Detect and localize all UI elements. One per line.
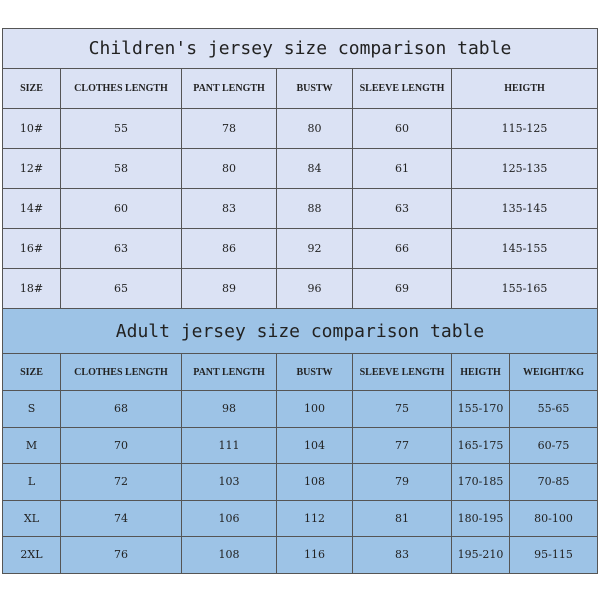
column-header: BUSTW bbox=[276, 353, 353, 391]
table-cell: 18# bbox=[2, 268, 61, 309]
column-header: WEIGHT/KG bbox=[509, 353, 598, 391]
table-cell: 79 bbox=[352, 463, 452, 501]
table-cell: 55 bbox=[60, 108, 182, 149]
table-cell: 70-85 bbox=[509, 463, 598, 501]
table-row: 16# 63 86 92 66 145-155 bbox=[2, 228, 598, 269]
table-cell: 106 bbox=[181, 499, 277, 537]
table-cell: 195-210 bbox=[451, 536, 510, 574]
table-row: 2XL 76 108 116 83 195-210 95-115 bbox=[2, 536, 598, 574]
table-cell: 108 bbox=[181, 536, 277, 574]
children-header-row: SIZE CLOTHES LENGTH PANT LENGTH BUSTW SLEEVE… bbox=[2, 68, 598, 109]
column-header: HEIGTH bbox=[451, 353, 510, 391]
column-header: SIZE bbox=[2, 353, 61, 391]
table-cell: 55-65 bbox=[509, 390, 598, 428]
adult-header-row: SIZE CLOTHES LENGTH PANT LENGTH BUSTW SLEEVE… bbox=[2, 353, 598, 391]
table-cell: 76 bbox=[60, 536, 182, 574]
table-cell: 75 bbox=[352, 390, 452, 428]
table-cell: 89 bbox=[181, 268, 277, 309]
table-cell: 60 bbox=[60, 188, 182, 229]
table-row: 18# 65 89 96 69 155-165 bbox=[2, 268, 598, 309]
table-cell: 98 bbox=[181, 390, 277, 428]
table-row: 10# 55 78 80 60 115-125 bbox=[2, 108, 598, 149]
table-cell: 80 bbox=[181, 148, 277, 189]
table-cell: 63 bbox=[352, 188, 452, 229]
table-cell: 135-145 bbox=[451, 188, 598, 229]
table-cell: 108 bbox=[276, 463, 353, 501]
table-cell: 2XL bbox=[2, 536, 61, 574]
table-cell: 77 bbox=[352, 426, 452, 464]
table-cell: 10# bbox=[2, 108, 61, 149]
table-cell: 155-170 bbox=[451, 390, 510, 428]
column-header: CLOTHES LENGTH bbox=[60, 353, 182, 391]
table-cell: 180-195 bbox=[451, 499, 510, 537]
table-cell: 65 bbox=[60, 268, 182, 309]
table-row: L 72 103 108 79 170-185 70-85 bbox=[2, 463, 598, 501]
table-row: S 68 98 100 75 155-170 55-65 bbox=[2, 390, 598, 428]
table-cell: 170-185 bbox=[451, 463, 510, 501]
table-cell: 66 bbox=[352, 228, 452, 269]
table-cell: S bbox=[2, 390, 61, 428]
column-header: SIZE bbox=[2, 68, 61, 109]
table-cell: 60 bbox=[352, 108, 452, 149]
table-cell: 58 bbox=[60, 148, 182, 189]
table-cell: 70 bbox=[60, 426, 182, 464]
table-cell: L bbox=[2, 463, 61, 501]
column-header: CLOTHES LENGTH bbox=[60, 68, 182, 109]
table-cell: 68 bbox=[60, 390, 182, 428]
column-header: SLEEVE LENGTH bbox=[352, 353, 452, 391]
table-cell: M bbox=[2, 426, 61, 464]
table-cell: 111 bbox=[181, 426, 277, 464]
table-cell: 92 bbox=[276, 228, 353, 269]
table-cell: 100 bbox=[276, 390, 353, 428]
table-cell: 80-100 bbox=[509, 499, 598, 537]
column-header: SLEEVE LENGTH bbox=[352, 68, 452, 109]
adult-size-table: Adult jersey size comparison table SIZE C… bbox=[2, 308, 598, 574]
table-cell: 80 bbox=[276, 108, 353, 149]
table-cell: 165-175 bbox=[451, 426, 510, 464]
table-cell: 69 bbox=[352, 268, 452, 309]
table-cell: 72 bbox=[60, 463, 182, 501]
table-cell: 16# bbox=[2, 228, 61, 269]
column-header: PANT LENGTH bbox=[181, 353, 277, 391]
table-cell: 88 bbox=[276, 188, 353, 229]
table-cell: 83 bbox=[181, 188, 277, 229]
children-size-table: Children's jersey size comparison table … bbox=[2, 28, 598, 309]
table-row: XL 74 106 112 81 180-195 80-100 bbox=[2, 499, 598, 537]
column-header: PANT LENGTH bbox=[181, 68, 277, 109]
table-cell: 86 bbox=[181, 228, 277, 269]
table-cell: 14# bbox=[2, 188, 61, 229]
table-cell: 81 bbox=[352, 499, 452, 537]
children-table-title: Children's jersey size comparison table bbox=[2, 28, 598, 69]
table-cell: 83 bbox=[352, 536, 452, 574]
table-row: 12# 58 80 84 61 125-135 bbox=[2, 148, 598, 189]
table-cell: 125-135 bbox=[451, 148, 598, 189]
table-cell: 78 bbox=[181, 108, 277, 149]
table-cell: 60-75 bbox=[509, 426, 598, 464]
table-cell: 104 bbox=[276, 426, 353, 464]
table-cell: 84 bbox=[276, 148, 353, 189]
adult-table-title: Adult jersey size comparison table bbox=[2, 308, 598, 354]
table-cell: 12# bbox=[2, 148, 61, 189]
table-cell: 61 bbox=[352, 148, 452, 189]
table-cell: XL bbox=[2, 499, 61, 537]
table-row: 14# 60 83 88 63 135-145 bbox=[2, 188, 598, 229]
table-cell: 116 bbox=[276, 536, 353, 574]
table-cell: 112 bbox=[276, 499, 353, 537]
column-header: HEIGTH bbox=[451, 68, 598, 109]
table-cell: 74 bbox=[60, 499, 182, 537]
column-header: BUSTW bbox=[276, 68, 353, 109]
table-row: M 70 111 104 77 165-175 60-75 bbox=[2, 426, 598, 464]
table-cell: 103 bbox=[181, 463, 277, 501]
table-cell: 96 bbox=[276, 268, 353, 309]
table-cell: 95-115 bbox=[509, 536, 598, 574]
table-cell: 145-155 bbox=[451, 228, 598, 269]
table-cell: 63 bbox=[60, 228, 182, 269]
table-cell: 115-125 bbox=[451, 108, 598, 149]
table-cell: 155-165 bbox=[451, 268, 598, 309]
